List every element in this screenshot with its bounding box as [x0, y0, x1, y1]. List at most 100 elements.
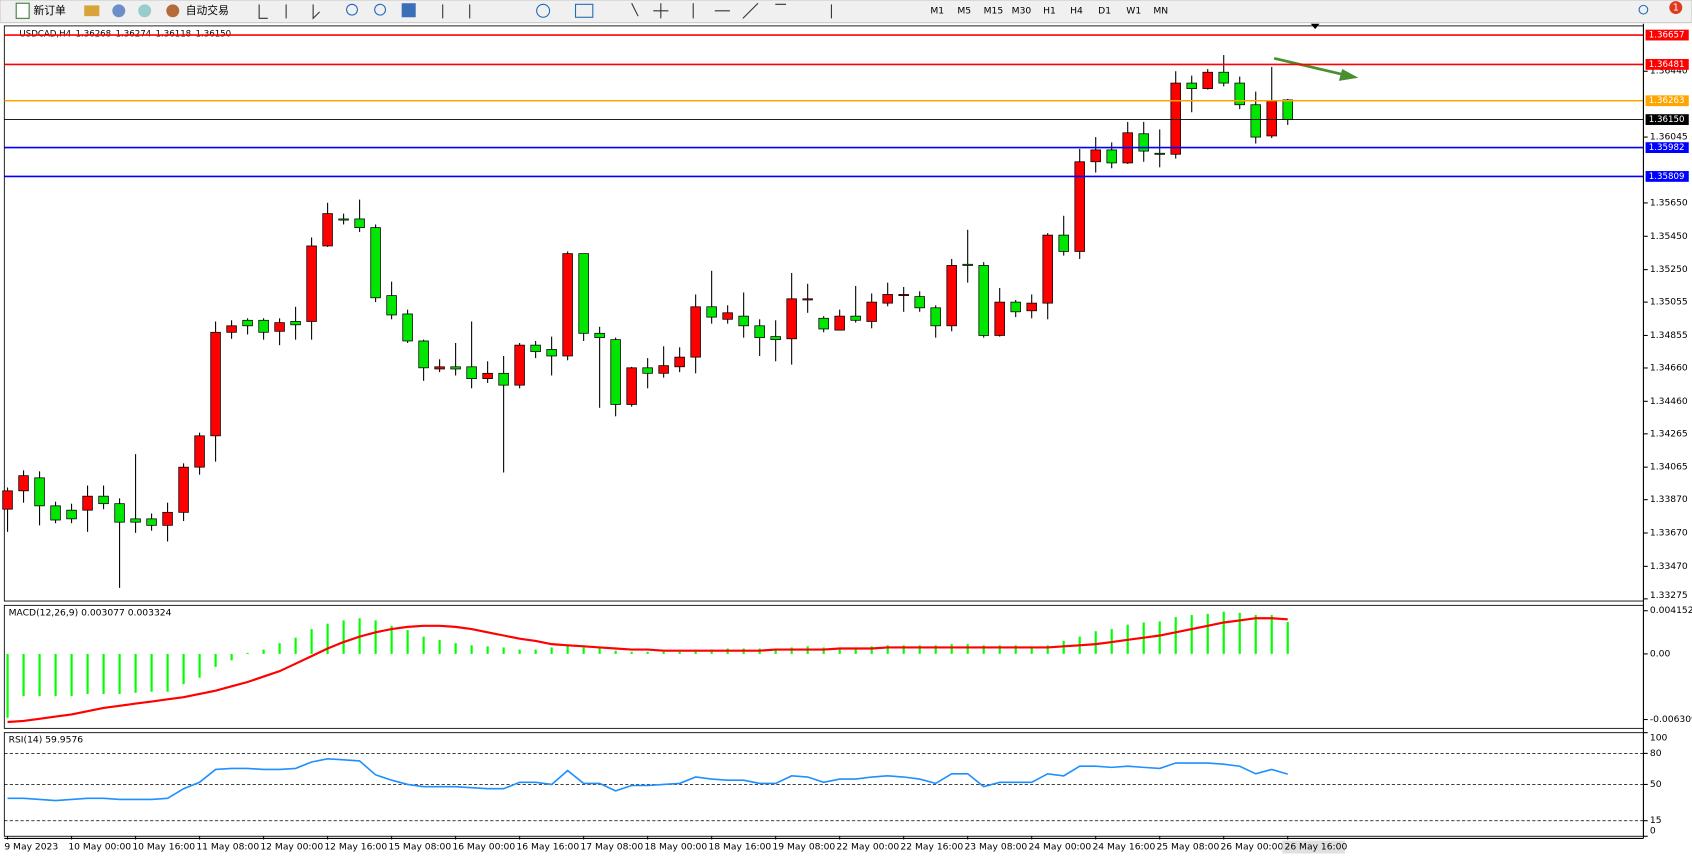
y-tick-label: 0.00 [1650, 648, 1671, 659]
candle-body [338, 218, 349, 221]
candle-body [802, 298, 813, 301]
candle-body [290, 321, 301, 326]
y-tick-label: 1.34065 [1650, 462, 1688, 473]
x-tick-label: 18 May 00:00 [644, 842, 707, 853]
rsi-line [7, 757, 1288, 802]
x-tick-label: 25 May 08:00 [1156, 842, 1219, 853]
candle-body [1026, 302, 1037, 312]
candle-body [162, 511, 173, 526]
candle-body [882, 294, 893, 304]
candle-body [530, 344, 541, 353]
timeframe-button[interactable]: D1 [1098, 5, 1111, 16]
y-tick-label: 1.35055 [1650, 297, 1688, 308]
y-tick-label: 1.34460 [1650, 396, 1688, 407]
candle-body [34, 477, 45, 507]
toolbar-icon[interactable] [112, 4, 126, 18]
toolbar-icon[interactable] [138, 4, 152, 18]
price-level-label: 1.35809 [1649, 172, 1685, 182]
candle-body [274, 322, 285, 332]
price-level-label: 1.36150 [1649, 115, 1685, 125]
candle-body [466, 366, 477, 380]
timeframe-button[interactable]: MN [1153, 5, 1168, 16]
candle-body [658, 365, 669, 374]
candle-body [946, 265, 957, 327]
x-tick-label: 18 May 16:00 [708, 842, 771, 853]
candle-body [754, 325, 765, 339]
timeframe-button[interactable]: W1 [1126, 5, 1141, 16]
price-level-label: 1.35982 [1649, 143, 1685, 153]
zoom-out[interactable] [374, 3, 387, 16]
candle-body [930, 307, 941, 327]
candle-body [258, 319, 269, 333]
y-tick-label: -0.006309 [1650, 714, 1692, 725]
periods-icon[interactable] [536, 3, 551, 18]
candle-body [1074, 161, 1085, 252]
candle-body [770, 336, 781, 341]
y-tick-label: 0.004152 [1650, 605, 1692, 616]
timeframe-button[interactable]: H1 [1043, 5, 1056, 16]
x-tick-label: 9 May 2023 [4, 842, 58, 853]
y-tick-label: 1.33470 [1650, 561, 1688, 572]
y-tick-label: 15 [1650, 815, 1662, 826]
candle-body [322, 213, 333, 247]
tile-windows[interactable] [401, 3, 416, 18]
candle-body [1202, 71, 1213, 89]
toolbar-tools[interactable] [442, 2, 832, 19]
timeframe-button[interactable]: M1 [930, 5, 944, 16]
candle-body [898, 294, 909, 297]
candle-body [850, 315, 861, 321]
candle-body [786, 298, 797, 340]
timeframes: M1 M5 M15 M30 H1 H4 D1 W1 MN [930, 5, 1168, 16]
templates-icon[interactable] [574, 3, 594, 18]
toolbar-icons[interactable] [258, 4, 320, 20]
candle-body [114, 503, 125, 523]
auto-trading-button[interactable]: 自动交易 [186, 4, 229, 17]
chart-header: USDCAD,H4 1.36268 1.36274 1.36118 1.36150 [19, 29, 231, 39]
zoom-in[interactable] [346, 3, 358, 16]
header-text: 1.36150 [195, 29, 231, 39]
timeframe-button[interactable]: M30 [1012, 5, 1032, 16]
candle-body [594, 332, 605, 339]
candle-body [418, 340, 429, 369]
candle-body [50, 505, 61, 521]
candle-body [2, 490, 13, 510]
candle-body [482, 372, 493, 380]
toolbar-icon[interactable] [84, 5, 100, 17]
candle-body [178, 466, 189, 513]
candle-body [994, 301, 1005, 336]
auto-trading-icon[interactable] [166, 4, 180, 18]
x-tick-label: 24 May 00:00 [1028, 842, 1091, 853]
candle-body [402, 313, 413, 342]
header-text: USDCAD,H4 [19, 29, 71, 39]
alert-badge[interactable] [1669, 1, 1683, 15]
new-order-button[interactable]: 新订单 [33, 4, 66, 17]
timeframe-button[interactable]: H4 [1070, 5, 1083, 16]
candle-body [66, 509, 77, 520]
x-tick-label: 11 May 08:00 [196, 842, 259, 853]
price-level-box [1645, 171, 1689, 182]
candle-body [1218, 71, 1229, 84]
header-text: 1.36118 [155, 29, 191, 39]
candle-body [1170, 82, 1181, 155]
candle-body [962, 263, 973, 266]
new-order-icon[interactable] [15, 2, 30, 19]
search-icon[interactable] [1638, 4, 1649, 15]
candle-body [738, 315, 749, 327]
timeframe-button[interactable]: M15 [984, 5, 1004, 16]
x-tick-label: 16 May 16:00 [516, 842, 579, 853]
y-tick-label: 1.35650 [1650, 197, 1688, 208]
candle-body [194, 435, 205, 468]
header-text: 1.36268 [75, 29, 111, 39]
candle-body [1282, 99, 1293, 120]
price-level-box [1645, 59, 1689, 70]
y-tick-label: 1.33275 [1650, 590, 1688, 601]
chart-shift-marker [1310, 23, 1320, 30]
timeframe-button[interactable]: M5 [957, 5, 971, 16]
toolbar: 新订单 自动交易 1 [0, 0, 1692, 24]
x-tick-label: 10 May 16:00 [132, 842, 195, 853]
candle-body [722, 312, 733, 320]
y-tick-label: 1.34265 [1650, 428, 1688, 439]
candle-body [1250, 104, 1261, 138]
candle-body [626, 367, 637, 405]
price-level-box [1645, 142, 1689, 153]
